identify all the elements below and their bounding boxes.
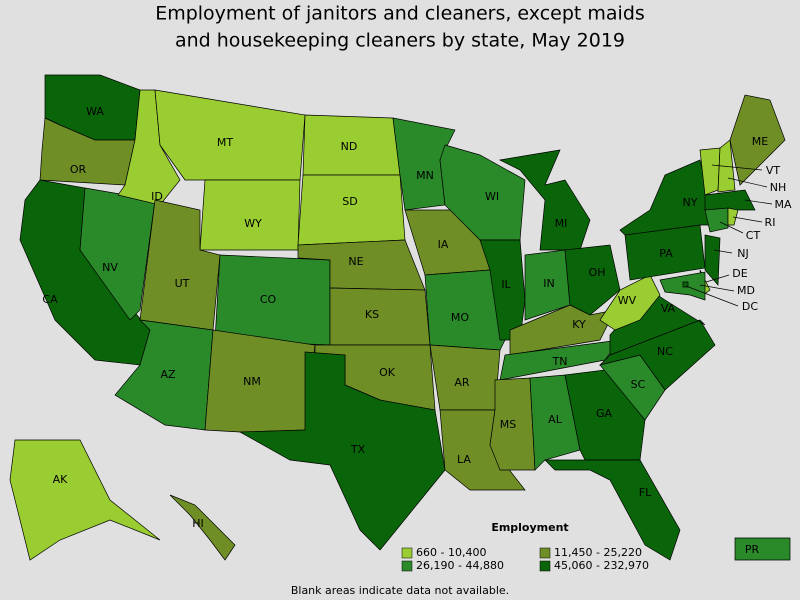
state-label: VA: [661, 302, 676, 315]
leader-line: [744, 199, 773, 205]
state-shape: [717, 139, 736, 193]
state-shape: [529, 374, 581, 471]
state-label: NH: [770, 181, 787, 194]
state-shape: [734, 537, 791, 561]
state-shape: [9, 439, 161, 561]
title: Employment of janitors and cleaners, exc…: [155, 3, 645, 25]
state-label: GA: [596, 407, 613, 420]
leader-line: [699, 284, 735, 292]
leader-line: [685, 285, 739, 307]
legend-label: 26,190 - 44,880: [416, 559, 504, 572]
state-shape: [619, 159, 716, 236]
state-label: TX: [350, 443, 366, 456]
state-label: ND: [341, 140, 358, 153]
state-shape: [727, 207, 739, 226]
state-label: DE: [732, 267, 747, 280]
state-label: HI: [192, 517, 204, 530]
title: and housekeeping cleaners by state, May …: [175, 30, 625, 52]
state-label: NM: [243, 375, 261, 388]
state-label: NE: [348, 255, 363, 268]
legend-swatch: [539, 560, 551, 572]
state-label: MN: [416, 169, 434, 182]
legend-label: 660 - 10,400: [416, 546, 486, 559]
state-shape: [498, 149, 591, 251]
state-label: WV: [618, 294, 637, 307]
state-shape: [564, 244, 621, 316]
state-label: SD: [342, 195, 357, 208]
leader-line: [732, 216, 763, 223]
state-shape: [704, 189, 756, 211]
state-shape: [154, 89, 306, 181]
state-label: OR: [70, 163, 87, 176]
legend-title: Employment: [491, 521, 568, 534]
state-labels: WA OR CA NV ID MT WY UT AZ CO NM ND SD NE KS OK TX MN IA MO…: [42, 105, 792, 556]
state-shape: [544, 459, 681, 561]
state-label: MO: [451, 311, 469, 324]
states: [9, 74, 791, 561]
leader-line: [727, 177, 768, 188]
state-label: MI: [555, 217, 568, 230]
leader-line: [711, 164, 763, 171]
state-shape: [659, 271, 706, 301]
state-label: KY: [572, 318, 586, 331]
state-label: OH: [589, 266, 606, 279]
state-label: NC: [657, 345, 673, 358]
state-label: IA: [438, 238, 449, 251]
state-label: PA: [659, 247, 673, 260]
legend-swatch: [539, 547, 551, 559]
state-label: AK: [53, 473, 69, 486]
state-label: KS: [365, 308, 379, 321]
state-shape: [169, 494, 236, 561]
legend-label: 11,450 - 25,220: [554, 546, 642, 559]
note: Blank areas indicate data not available.: [291, 584, 509, 597]
state-label: RI: [765, 216, 776, 229]
state-shape: [238, 351, 446, 551]
state-label: CT: [746, 229, 761, 242]
state-label: VT: [766, 164, 781, 177]
state-shape: [729, 94, 786, 186]
state-label: MA: [774, 198, 791, 211]
state-label: MD: [737, 284, 755, 297]
state-label: ID: [151, 190, 163, 203]
legend-swatch: [401, 547, 413, 559]
state-shape: [599, 274, 661, 331]
legend-label: 45,060 - 232,970: [554, 559, 649, 572]
state-label: NV: [102, 261, 118, 274]
state-label: OK: [379, 366, 396, 379]
leader-line: [705, 274, 730, 283]
state-label: WY: [244, 217, 262, 230]
state-label: DC: [742, 300, 758, 313]
state-shape: [329, 287, 431, 346]
state-label: UT: [175, 277, 190, 290]
state-label: AL: [548, 413, 563, 426]
legend-swatch: [401, 560, 413, 572]
state-shape: [297, 174, 406, 246]
state-shape: [704, 234, 721, 286]
state-label: TN: [552, 355, 568, 368]
state-shape: [199, 179, 301, 251]
state-label: MS: [500, 418, 516, 431]
state-label: CO: [260, 293, 277, 306]
leader-line: [719, 221, 744, 234]
state-label: MT: [217, 136, 233, 149]
state-label: FL: [639, 486, 652, 499]
state-label: NY: [683, 196, 698, 209]
state-label: NJ: [737, 247, 748, 260]
state-label: IL: [501, 278, 511, 291]
state-label: WI: [485, 190, 499, 203]
state-label: AZ: [160, 368, 176, 381]
state-label: ME: [752, 135, 768, 148]
state-label: IN: [543, 277, 554, 290]
leader-line: [713, 249, 733, 254]
state-label: AR: [454, 376, 470, 389]
state-label: PR: [745, 543, 760, 556]
state-label: CA: [42, 293, 58, 306]
state-label: SC: [631, 378, 646, 391]
state-shape: [704, 207, 729, 233]
state-label: LA: [457, 453, 471, 466]
state-label: WA: [86, 105, 104, 118]
